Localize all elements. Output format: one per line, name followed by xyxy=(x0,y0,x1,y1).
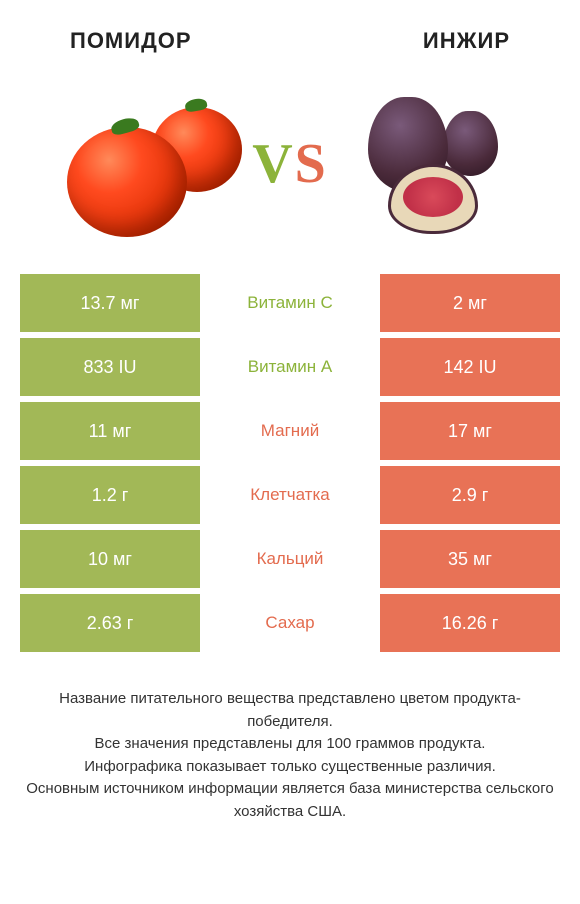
right-product-image xyxy=(328,74,528,254)
right-value: 142 IU xyxy=(380,338,560,396)
fig-icon xyxy=(348,89,508,239)
footnote-line: Название питательного вещества представл… xyxy=(20,688,560,733)
footnotes: Название питательного вещества представл… xyxy=(0,658,580,823)
left-value: 13.7 мг xyxy=(20,274,200,332)
nutrient-label: Сахар xyxy=(200,594,380,652)
right-value: 17 мг xyxy=(380,402,560,460)
table-row: 1.2 гКлетчатка2.9 г xyxy=(20,466,560,524)
right-value: 35 мг xyxy=(380,530,560,588)
left-value: 1.2 г xyxy=(20,466,200,524)
left-value: 10 мг xyxy=(20,530,200,588)
footnote-line: Инфографика показывает только существенн… xyxy=(20,756,560,779)
left-product-image xyxy=(52,74,252,254)
table-row: 833 IUВитамин A142 IU xyxy=(20,338,560,396)
nutrition-table: 13.7 мгВитамин C2 мг 833 IUВитамин A142 I… xyxy=(0,274,580,652)
left-value: 11 мг xyxy=(20,402,200,460)
nutrient-label: Витамин A xyxy=(200,338,380,396)
header: ПОМИДОР ИНЖИР xyxy=(0,0,580,64)
right-value: 2.9 г xyxy=(380,466,560,524)
left-value: 2.63 г xyxy=(20,594,200,652)
right-value: 16.26 г xyxy=(380,594,560,652)
table-row: 2.63 гСахар16.26 г xyxy=(20,594,560,652)
vs-badge: VS xyxy=(252,132,328,196)
vs-v: V xyxy=(252,133,294,195)
nutrient-label: Клетчатка xyxy=(200,466,380,524)
right-product-title: ИНЖИР xyxy=(423,28,510,54)
vs-s: S xyxy=(295,133,328,195)
nutrient-label: Кальций xyxy=(200,530,380,588)
right-value: 2 мг xyxy=(380,274,560,332)
footnote-line: Основным источником информации является … xyxy=(20,778,560,823)
vs-row: VS xyxy=(0,64,580,274)
left-product-title: ПОМИДОР xyxy=(70,28,192,54)
nutrient-label: Магний xyxy=(200,402,380,460)
table-row: 11 мгМагний17 мг xyxy=(20,402,560,460)
table-row: 10 мгКальций35 мг xyxy=(20,530,560,588)
left-value: 833 IU xyxy=(20,338,200,396)
nutrient-label: Витамин C xyxy=(200,274,380,332)
table-row: 13.7 мгВитамин C2 мг xyxy=(20,274,560,332)
footnote-line: Все значения представлены для 100 граммо… xyxy=(20,733,560,756)
tomato-icon xyxy=(67,89,237,239)
